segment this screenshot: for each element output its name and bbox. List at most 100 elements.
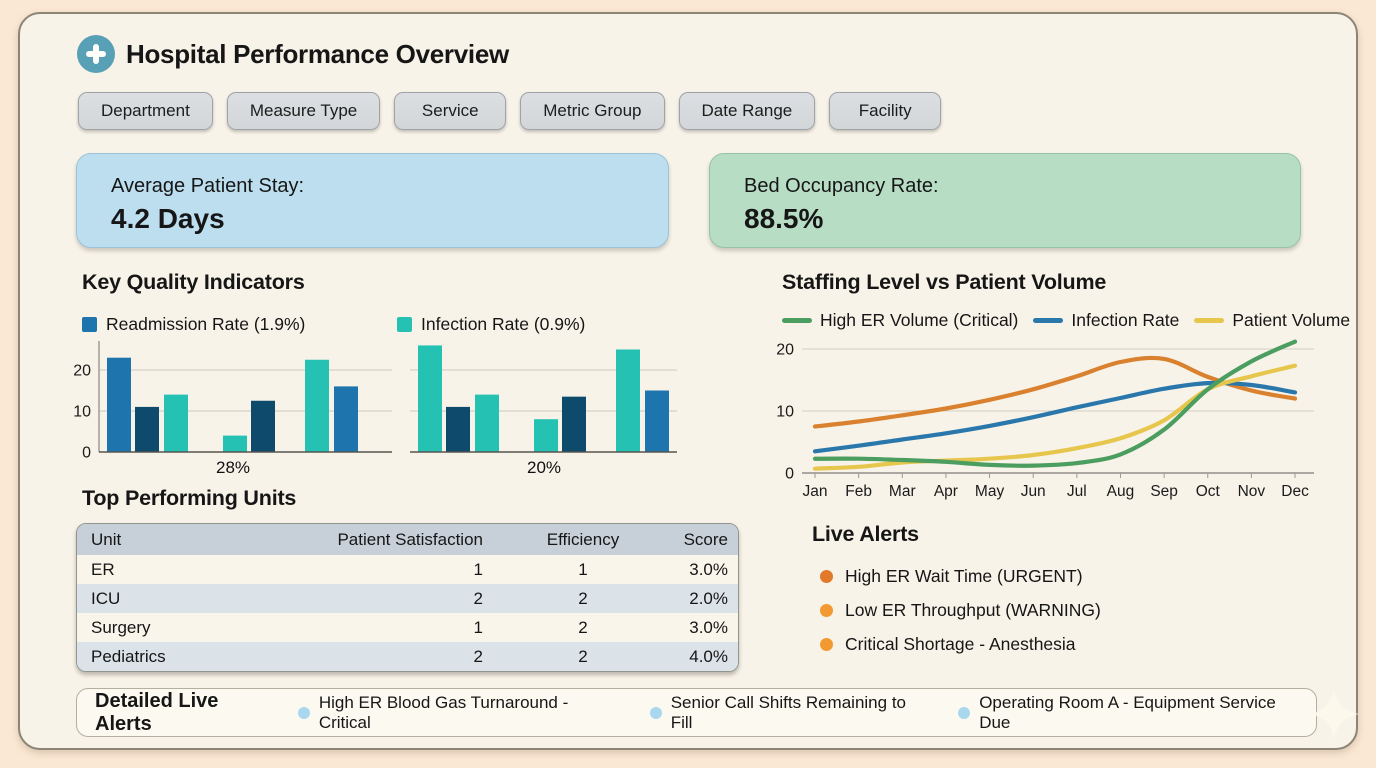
table-header-row: Unit Patient Satisfaction Efficiency Sco… — [77, 524, 738, 555]
kpi-label: Average Patient Stay: — [111, 175, 305, 197]
svg-text:Jun: Jun — [1021, 483, 1046, 500]
filter-bar: Department Measure Type Service Metric G… — [78, 92, 942, 130]
legend-infection-rate-line: Infection Rate — [1033, 310, 1179, 331]
legend-dash-blue — [1033, 318, 1064, 323]
legend-dash-green — [782, 318, 812, 323]
legend-swatch-teal — [397, 317, 412, 332]
alert-text: Critical Shortage - Anesthesia — [845, 634, 1076, 654]
svg-text:Aug: Aug — [1107, 483, 1135, 500]
live-alert-item: High ER Wait Time (URGENT) — [820, 566, 1083, 587]
filter-button-date-range[interactable]: Date Range — [678, 92, 816, 130]
legend-swatch-blue — [82, 317, 97, 332]
cell-satisfaction: 1 — [473, 559, 483, 579]
detailed-alert-item: Operating Room A - Equipment Service Due — [958, 693, 1304, 733]
detailed-alerts-title: Detailed Live Alerts — [95, 689, 219, 735]
bar-chart-readmission-rate: 0 10 20 28% — [73, 341, 392, 477]
svg-text:Sep: Sep — [1150, 483, 1178, 500]
legend-dash-yellow — [1194, 318, 1225, 323]
top-performing-units-table: Unit Patient Satisfaction Efficiency Sco… — [76, 523, 739, 672]
line-chart-staffing-vs-volume: 0 10 20 Jan Feb Mar Apr May Jun Jul Aug Sep Oct Nov De… — [776, 339, 1314, 500]
cell-efficiency: 1 — [578, 559, 588, 579]
cell-score: 2.0% — [689, 588, 728, 608]
svg-text:20%: 20% — [527, 458, 561, 477]
svg-text:0: 0 — [82, 445, 91, 462]
cell-score: 3.0% — [689, 617, 728, 637]
alert-dot-icon — [820, 570, 833, 583]
cell-satisfaction: 2 — [473, 646, 483, 666]
cell-unit: Pediatrics — [91, 646, 166, 666]
alert-text: High ER Blood Gas Turnaround - Critical — [318, 692, 569, 732]
cell-satisfaction: 2 — [473, 588, 483, 608]
svg-text:May: May — [975, 483, 1005, 500]
cell-score: 4.0% — [689, 646, 728, 666]
alert-dot-icon — [649, 706, 662, 719]
column-header-efficiency: Efficiency — [546, 529, 620, 549]
kpi-label: Bed Occupancy Rate: — [744, 175, 939, 197]
svg-text:Jul: Jul — [1067, 483, 1087, 500]
filter-button-department[interactable]: Department — [78, 92, 213, 130]
bar-chart-infection-rate: 20% — [410, 345, 677, 477]
cell-unit: ER — [91, 559, 115, 579]
section-title-staffing-vs-volume: Staffing Level vs Patient Volume — [782, 270, 1107, 294]
svg-text:Apr: Apr — [934, 483, 958, 500]
alert-dot-icon — [958, 706, 971, 719]
svg-text:Oct: Oct — [1196, 483, 1221, 500]
svg-text:20: 20 — [776, 342, 794, 359]
svg-text:Dec: Dec — [1281, 483, 1309, 500]
dashboard-panel: Hospital Performance Overview Department… — [18, 12, 1359, 750]
sparkle-decoration — [1309, 689, 1359, 739]
cell-satisfaction: 1 — [473, 617, 483, 637]
cell-unit: ICU — [91, 588, 121, 608]
svg-text:0: 0 — [785, 466, 794, 483]
table-row: Surgery 1 2 3.0% — [77, 613, 738, 642]
cell-score: 3.0% — [689, 559, 728, 579]
section-title-top-performing-units: Top Performing Units — [82, 486, 297, 510]
column-header-unit: Unit — [91, 529, 122, 549]
section-title-key-quality-indicators: Key Quality Indicators — [82, 270, 305, 294]
filter-button-facility[interactable]: Facility — [829, 92, 942, 130]
kpi-card-bed-occupancy-rate: Bed Occupancy Rate: 88.5% — [709, 153, 1301, 248]
detailed-live-alerts-bar: Detailed Live Alerts High ER Blood Gas T… — [76, 688, 1317, 737]
cell-efficiency: 2 — [578, 588, 588, 608]
cell-unit: Surgery — [91, 617, 151, 637]
legend-patient-volume: Patient Volume — [1194, 310, 1350, 331]
detailed-alert-item: Senior Call Shifts Remaining to Fill — [649, 692, 926, 733]
svg-text:Mar: Mar — [889, 483, 916, 500]
filter-button-service[interactable]: Service — [394, 92, 507, 130]
alert-text: Low ER Throughput (WARNING) — [845, 600, 1101, 620]
table-row: ICU 2 2 2.0% — [77, 584, 738, 613]
kpi-value: 4.2 Days — [111, 203, 225, 234]
filter-button-measure-type[interactable]: Measure Type — [226, 92, 381, 130]
svg-text:Feb: Feb — [845, 483, 872, 500]
alert-dot-icon — [297, 706, 310, 719]
column-header-score: Score — [683, 529, 728, 549]
svg-text:Jan: Jan — [803, 483, 828, 500]
legend-high-er-volume: High ER Volume (Critical) — [782, 310, 1018, 331]
svg-text:10: 10 — [776, 404, 794, 421]
cell-efficiency: 2 — [578, 646, 588, 666]
alert-dot-icon — [820, 638, 833, 651]
detailed-alert-item: High ER Blood Gas Turnaround - Critical — [297, 692, 618, 733]
alert-text: Senior Call Shifts Remaining to Fill — [670, 692, 906, 732]
legend-label: Infection Rate — [1071, 310, 1180, 330]
svg-text:10: 10 — [73, 404, 91, 421]
svg-text:20: 20 — [73, 363, 91, 380]
page-title: Hospital Performance Overview — [126, 39, 509, 69]
svg-text:28%: 28% — [216, 458, 250, 477]
section-title-live-alerts: Live Alerts — [812, 522, 919, 546]
column-header-satisfaction: Patient Satisfaction — [337, 529, 483, 549]
table-row: ER 1 1 3.0% — [77, 555, 738, 584]
live-alert-item: Critical Shortage - Anesthesia — [820, 634, 1076, 655]
kpi-card-average-patient-stay: Average Patient Stay: 4.2 Days — [76, 153, 669, 248]
alert-text: Operating Room A - Equipment Service Due — [979, 692, 1276, 732]
legend-readmission-rate: Readmission Rate (1.9%) — [82, 314, 305, 335]
alert-dot-icon — [820, 604, 833, 617]
live-alert-item: Low ER Throughput (WARNING) — [820, 600, 1101, 621]
filter-button-metric-group[interactable]: Metric Group — [520, 92, 665, 130]
legend-label: Patient Volume — [1232, 310, 1351, 330]
cell-efficiency: 2 — [578, 617, 588, 637]
table-row: Pediatrics 2 2 4.0% — [77, 642, 738, 671]
svg-text:Nov: Nov — [1238, 483, 1266, 500]
legend-label: Infection Rate (0.9%) — [421, 314, 586, 334]
hospital-plus-icon — [77, 35, 115, 73]
